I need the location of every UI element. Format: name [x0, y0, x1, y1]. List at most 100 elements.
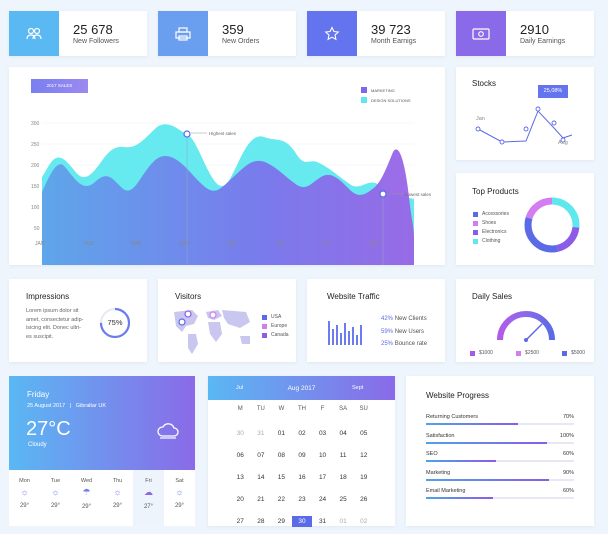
x-tick: FEB — [84, 241, 94, 247]
users-icon — [26, 27, 42, 39]
calendar-day[interactable]: 30 — [236, 430, 244, 437]
calendar-day[interactable]: 15 — [277, 474, 286, 481]
traffic-label: New Users — [394, 328, 425, 335]
calendar-day[interactable]: 07 — [257, 452, 265, 459]
calendar-day[interactable]: 08 — [277, 452, 286, 459]
x-tick: MAY — [227, 241, 238, 247]
calendar-day[interactable]: 29 — [277, 518, 286, 525]
impressions-text-line: amet, consectetur adip- — [26, 316, 84, 323]
calendar-day[interactable]: 28 — [257, 518, 265, 525]
calendar-day[interactable]: 31 — [257, 430, 265, 437]
stocks-label-end: Aug — [558, 140, 568, 146]
calendar-day[interactable]: 18 — [339, 474, 347, 481]
traffic-label: Bounce rate — [394, 341, 428, 347]
weather-day-tue[interactable]: Tue ☼ 29° — [40, 470, 71, 526]
stocks-label-start: Jan — [476, 116, 485, 122]
legend-label: USA — [271, 314, 282, 320]
traffic-row: 59% New Users — [381, 326, 427, 339]
weather-day-mon[interactable]: Mon ☼ 29° — [9, 470, 40, 526]
legend-label: Clothing — [482, 238, 501, 244]
weather-condition: Cloudy — [28, 442, 47, 448]
calendar-day[interactable]: 21 — [257, 496, 265, 503]
sun-icon: ☼ — [175, 487, 184, 497]
legend-swatch — [516, 350, 522, 356]
calendar-day[interactable]: 03 — [318, 430, 327, 437]
calendar-day[interactable]: 11 — [339, 452, 347, 459]
traffic-row: 42% New Clients — [381, 313, 427, 326]
daily-sales-card: Daily Sales $1000 $2500 $5000 — [456, 279, 594, 362]
stat-label: New Orders — [222, 38, 260, 45]
stat-card-earnings: 39 723 Month Earnigs — [307, 11, 445, 56]
calendar-day[interactable]: 25 — [339, 496, 347, 503]
weather-day-wed[interactable]: Wed ☂ 29° — [71, 470, 102, 526]
calendar-prev-month[interactable]: Jul — [236, 385, 244, 391]
legend-swatch — [473, 238, 478, 244]
weather-day-thu[interactable]: Thu ☼ 29° — [102, 470, 133, 526]
calendar-day[interactable]: 05 — [360, 430, 368, 437]
weekday-label: SA — [339, 406, 348, 412]
calendar-day[interactable]: 13 — [236, 474, 244, 481]
calendar-day[interactable]: 27 — [236, 518, 244, 525]
website-progress-title: Website Progress — [426, 391, 489, 400]
week-day-temp: 29° — [50, 503, 61, 509]
week-day-label: Mon — [19, 478, 30, 484]
weather-day-fri[interactable]: Fri ☁ 27° — [133, 470, 164, 526]
stocks-card: Stocks 25,08% Jan Aug — [456, 67, 594, 160]
calendar-day[interactable]: 14 — [257, 474, 265, 481]
progress-label: Satisfaction — [426, 432, 455, 439]
lowest-sales-point[interactable] — [379, 190, 387, 198]
calendar-day-selected[interactable]: 30 — [291, 516, 313, 527]
progress-track — [426, 423, 574, 425]
legend-label: $1000 — [479, 350, 493, 356]
calendar-day[interactable]: 10 — [318, 452, 327, 459]
calendar-day[interactable]: 12 — [360, 452, 368, 459]
calendar-day[interactable]: 23 — [298, 496, 306, 503]
calendar-day[interactable]: 16 — [298, 474, 306, 481]
calendar-day[interactable]: 01 — [277, 430, 286, 437]
highest-sales-point[interactable] — [183, 130, 191, 138]
y-tick: 50 — [34, 226, 40, 232]
week-day-label: Thu — [112, 478, 123, 484]
calendar-day[interactable]: 02 — [360, 518, 368, 525]
stat-card-followers: 25 678 New Followers — [9, 11, 147, 56]
calendar-day[interactable]: 17 — [318, 474, 327, 481]
top-products-donut — [524, 197, 580, 253]
calendar-day[interactable]: 19 — [360, 474, 368, 481]
calendar-day[interactable]: 24 — [318, 496, 327, 503]
calendar-day[interactable]: 04 — [339, 430, 347, 437]
sun-icon: ☼ — [51, 487, 60, 497]
calendar-day[interactable]: 02 — [298, 430, 306, 437]
sun-icon: ☼ — [113, 487, 122, 497]
legend-label: $5000 — [571, 350, 585, 356]
calendar-day[interactable]: 06 — [236, 452, 244, 459]
calendar-day[interactable]: 26 — [360, 496, 368, 503]
progress-percent: 60% — [562, 488, 574, 494]
legend-item: Canada — [262, 332, 289, 338]
weekday-label: SU — [359, 406, 368, 412]
calendar-day[interactable]: 01 — [339, 518, 347, 525]
legend-label: MARKETING — [371, 87, 395, 93]
legend-item: Shoes — [473, 220, 509, 226]
sales-chart-card: 2017 SALES MARKETING DESIGN SOLUTIONS 30… — [9, 67, 445, 265]
legend-swatch — [473, 220, 478, 226]
stat-icon-bg — [158, 11, 208, 56]
weekday-label: TU — [256, 406, 265, 412]
calendar-next-month[interactable]: Sept — [352, 385, 364, 391]
legend-swatch — [470, 350, 475, 356]
week-day-label: Tue — [50, 478, 61, 484]
highest-sales-label: Highest sales — [209, 131, 237, 136]
lowest-sales-label: Lowest sales — [405, 192, 432, 197]
calendar-day[interactable]: 31 — [318, 518, 327, 525]
y-tick: 100 — [31, 205, 40, 211]
calendar-day[interactable]: 20 — [236, 496, 244, 503]
traffic-pct: 25% — [381, 341, 394, 347]
cloud-icon — [157, 423, 179, 439]
legend-label: Europe — [271, 323, 288, 329]
calendar-day[interactable]: 09 — [298, 452, 306, 459]
legend-label: DESIGN SOLUTIONS — [371, 97, 411, 103]
weather-day-sat[interactable]: Sat ☼ 29° — [164, 470, 195, 526]
calendar-day[interactable]: 22 — [277, 496, 286, 503]
stat-value: 25 678 — [73, 22, 113, 37]
x-tick: JUL — [322, 241, 331, 247]
progress-label: Returning Customers — [426, 414, 478, 420]
